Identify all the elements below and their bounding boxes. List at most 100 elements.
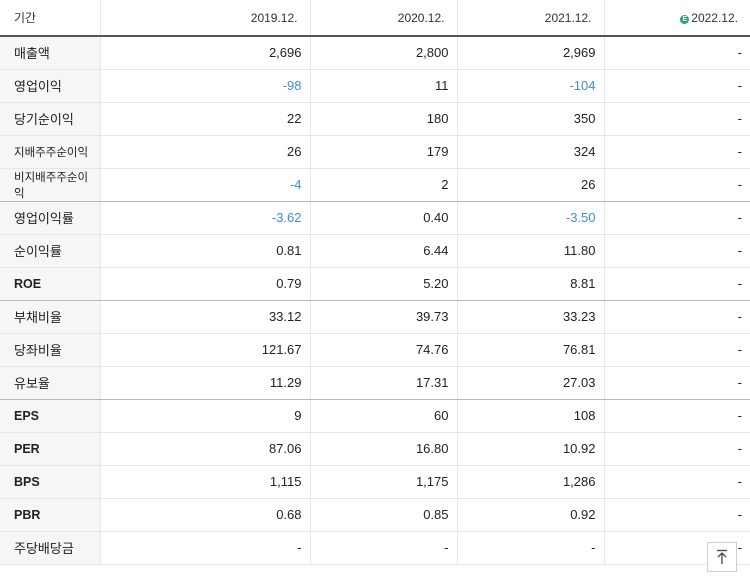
value-cell: 11 — [310, 69, 458, 103]
value-cell: - — [604, 201, 750, 235]
value-cell: 2,696 — [100, 36, 311, 70]
table-row: 당좌비율 121.67 74.76 76.81- — [0, 333, 750, 367]
value-cell: - — [604, 36, 750, 70]
row-label: PBR — [0, 498, 101, 532]
row-label: 순이익률 — [0, 234, 101, 268]
estimate-badge-icon: E — [680, 14, 690, 24]
value-cell: 0.40 — [310, 201, 458, 235]
year-label: 2022.12. — [691, 10, 738, 25]
value-cell: 33.12 — [100, 300, 311, 334]
year-header: 2019.12. — [100, 0, 311, 37]
value-cell: 26 — [100, 135, 311, 169]
table-row: 당기순이익 22 180 350- — [0, 102, 750, 136]
row-label: 유보율 — [0, 366, 101, 400]
value-cell: 0.85 — [310, 498, 458, 532]
table-row: 유보율 11.29 17.31 27.03- — [0, 366, 750, 400]
value-cell: - — [604, 135, 750, 169]
value-cell: 10.92 — [457, 432, 605, 466]
value-cell: - — [604, 267, 750, 301]
value-cell: 0.92 — [457, 498, 605, 532]
table-row: 주당배당금 - - - - — [0, 531, 750, 565]
value-cell: - — [604, 432, 750, 466]
table-row: PER 87.06 16.80 10.92- — [0, 432, 750, 466]
row-label: 당기순이익 — [0, 102, 101, 136]
value-cell: 17.31 — [310, 366, 458, 400]
table-row: 영업이익률 -3.62 0.40 -3.50- — [0, 201, 750, 235]
value-cell: 121.67 — [100, 333, 311, 367]
value-cell: 26 — [457, 168, 605, 202]
value-cell: - — [604, 69, 750, 103]
value-cell: -4 — [100, 168, 311, 202]
value-cell: 39.73 — [310, 300, 458, 334]
row-label: ROE — [0, 267, 101, 301]
value-cell: 60 — [310, 399, 458, 433]
value-cell: 74.76 — [310, 333, 458, 367]
value-cell: 2,800 — [310, 36, 458, 70]
value-cell: 2 — [310, 168, 458, 202]
financial-summary-table: 기간 2019.12. 2020.12. 2021.12. E 2022.12. … — [0, 0, 750, 565]
table-row: 순이익률 0.81 6.44 11.80- — [0, 234, 750, 268]
table-row: PBR 0.68 0.85 0.92- — [0, 498, 750, 532]
row-label: 비지배주주순이익 — [0, 168, 101, 202]
header-row: 기간 2019.12. 2020.12. 2021.12. E 2022.12. — [0, 0, 750, 37]
value-cell: 0.68 — [100, 498, 311, 532]
table-row: 영업이익 -98 11 -104- — [0, 69, 750, 103]
value-cell: 0.81 — [100, 234, 311, 268]
row-label: 영업이익률 — [0, 201, 101, 235]
row-label: 영업이익 — [0, 69, 101, 103]
year-header: 2021.12. — [457, 0, 605, 37]
table-row: 부채비율 33.12 39.73 33.23- — [0, 300, 750, 334]
value-cell: 87.06 — [100, 432, 311, 466]
value-cell: 108 — [457, 399, 605, 433]
value-cell: 9 — [100, 399, 311, 433]
row-label: 부채비율 — [0, 300, 101, 334]
value-cell: 1,286 — [457, 465, 605, 499]
row-label: BPS — [0, 465, 101, 499]
value-cell: 324 — [457, 135, 605, 169]
row-label: 주당배당금 — [0, 531, 101, 565]
value-cell: 179 — [310, 135, 458, 169]
scroll-top-button[interactable] — [707, 542, 737, 572]
table-row: EPS 9 60 108- — [0, 399, 750, 433]
value-cell: 33.23 — [457, 300, 605, 334]
value-cell: 1,175 — [310, 465, 458, 499]
value-cell: 6.44 — [310, 234, 458, 268]
value-cell: 16.80 — [310, 432, 458, 466]
period-header: 기간 — [0, 0, 101, 37]
value-cell: - — [604, 102, 750, 136]
value-cell: -98 — [100, 69, 311, 103]
table-row: ROE 0.79 5.20 8.81- — [0, 267, 750, 301]
value-cell: -3.62 — [100, 201, 311, 235]
value-cell: - — [604, 333, 750, 367]
value-cell: - — [457, 531, 605, 565]
value-cell: 0.79 — [100, 267, 311, 301]
value-cell: 76.81 — [457, 333, 605, 367]
year-header-estimate: E 2022.12. — [604, 0, 750, 37]
value-cell: -3.50 — [457, 201, 605, 235]
table-row: BPS 1,115 1,175 1,286- — [0, 465, 750, 499]
value-cell: - — [100, 531, 311, 565]
table-row: 지배주주순이익 26 179 324- — [0, 135, 750, 169]
year-header: 2020.12. — [310, 0, 458, 37]
value-cell: 27.03 — [457, 366, 605, 400]
value-cell: - — [604, 168, 750, 202]
value-cell: -104 — [457, 69, 605, 103]
value-cell: 350 — [457, 102, 605, 136]
row-label: 지배주주순이익 — [0, 135, 101, 169]
value-cell: 8.81 — [457, 267, 605, 301]
value-cell: 11.29 — [100, 366, 311, 400]
table-row: 비지배주주순이익 -4 2 26- — [0, 168, 750, 202]
value-cell: - — [604, 399, 750, 433]
value-cell: 1,115 — [100, 465, 311, 499]
value-cell: - — [604, 300, 750, 334]
value-cell: - — [604, 465, 750, 499]
value-cell: - — [310, 531, 458, 565]
value-cell: 180 — [310, 102, 458, 136]
value-cell: 5.20 — [310, 267, 458, 301]
row-label: 매출액 — [0, 36, 101, 70]
value-cell: 22 — [100, 102, 311, 136]
value-cell: 11.80 — [457, 234, 605, 268]
value-cell: 2,969 — [457, 36, 605, 70]
row-label: EPS — [0, 399, 101, 433]
arrow-up-to-top-icon — [717, 549, 727, 564]
